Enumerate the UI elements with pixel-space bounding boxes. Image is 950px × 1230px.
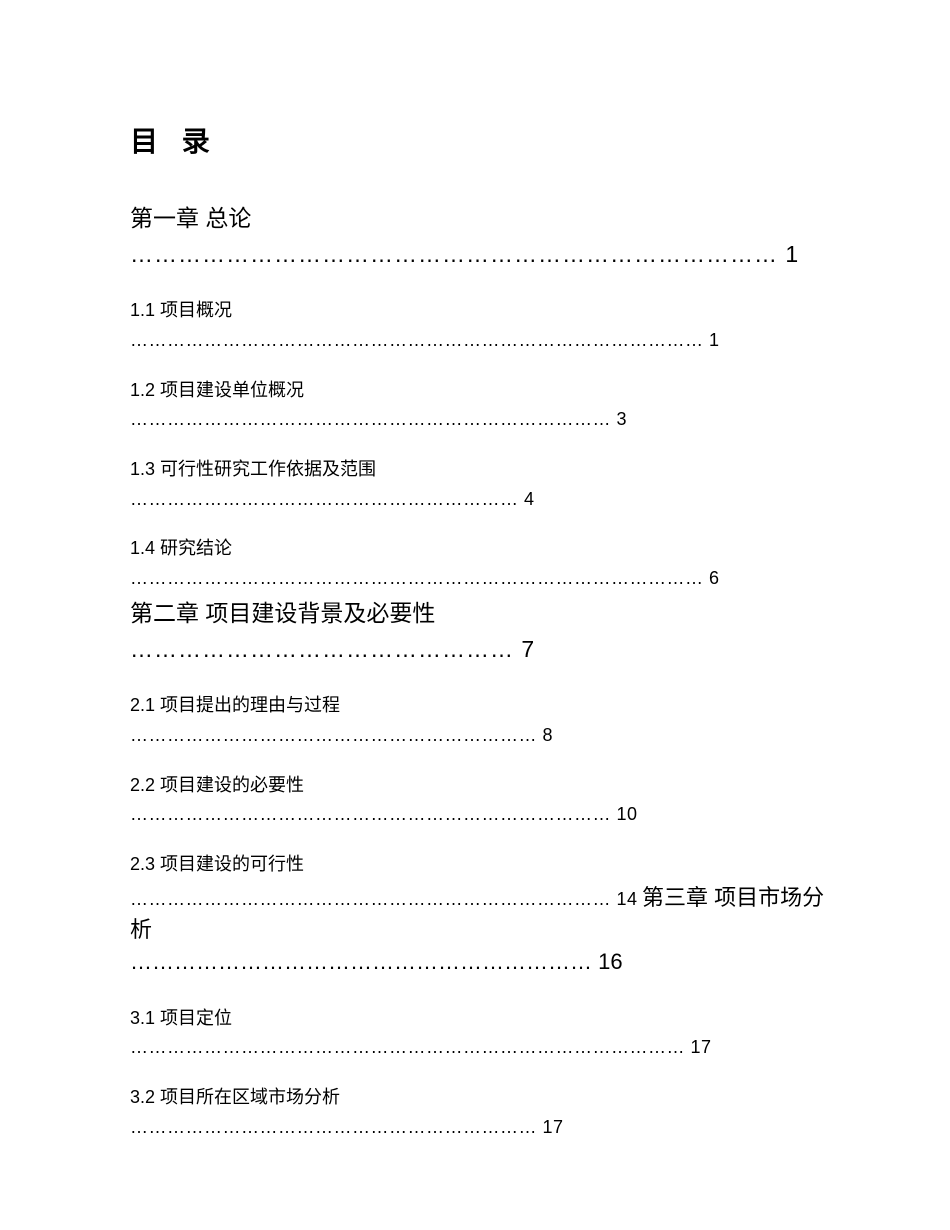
chapter-1-title: 第一章 总论: [130, 200, 840, 237]
section-2-3-title: 2.3 项目建设的可行性: [130, 849, 840, 880]
section-2-3-dots: …………………………………………………………………… 14: [130, 889, 638, 909]
section-1-3-title: 1.3 可行性研究工作依据及范围: [130, 454, 840, 485]
section-1-2-title: 1.2 项目建设单位概况: [130, 375, 840, 406]
chapter-3-dots: ……………………………………………………… 16: [130, 944, 840, 979]
section-1-4-title: 1.4 研究结论: [130, 533, 840, 564]
section-1-4-dots: ………………………………………………………………………………… 6: [130, 564, 840, 593]
section-2-2-dots: …………………………………………………………………… 10: [130, 800, 840, 829]
section-1-1-dots: ………………………………………………………………………………… 1: [130, 326, 840, 355]
section-2-1-title: 2.1 项目提出的理由与过程: [130, 690, 840, 721]
section-1-3-dots: ……………………………………………………… 4: [130, 485, 840, 514]
chapter-2-title: 第二章 项目建设背景及必要性: [130, 595, 840, 632]
section-2-1-dots: ………………………………………………………… 8: [130, 721, 840, 750]
section-3-2-title: 3.2 项目所在区域市场分析: [130, 1082, 840, 1113]
section-1-1-title: 1.1 项目概况: [130, 295, 840, 326]
section-3-2-dots: ………………………………………………………… 17: [130, 1113, 840, 1142]
section-3-1-dots: ……………………………………………………………………………… 17: [130, 1033, 840, 1062]
section-1-2-dots: …………………………………………………………………… 3: [130, 405, 840, 434]
chapter-2-dots: ………………………………………… 7: [130, 632, 840, 667]
mixed-line-2-3-ch3: …………………………………………………………………… 14 第三章 项目市场分析: [130, 880, 840, 944]
chapter-1-dots: ……………………………………………………………………… 1: [130, 237, 840, 272]
section-3-1-title: 3.1 项目定位: [130, 1003, 840, 1034]
section-2-2-title: 2.2 项目建设的必要性: [130, 770, 840, 801]
toc-title: 目 录: [130, 120, 840, 160]
